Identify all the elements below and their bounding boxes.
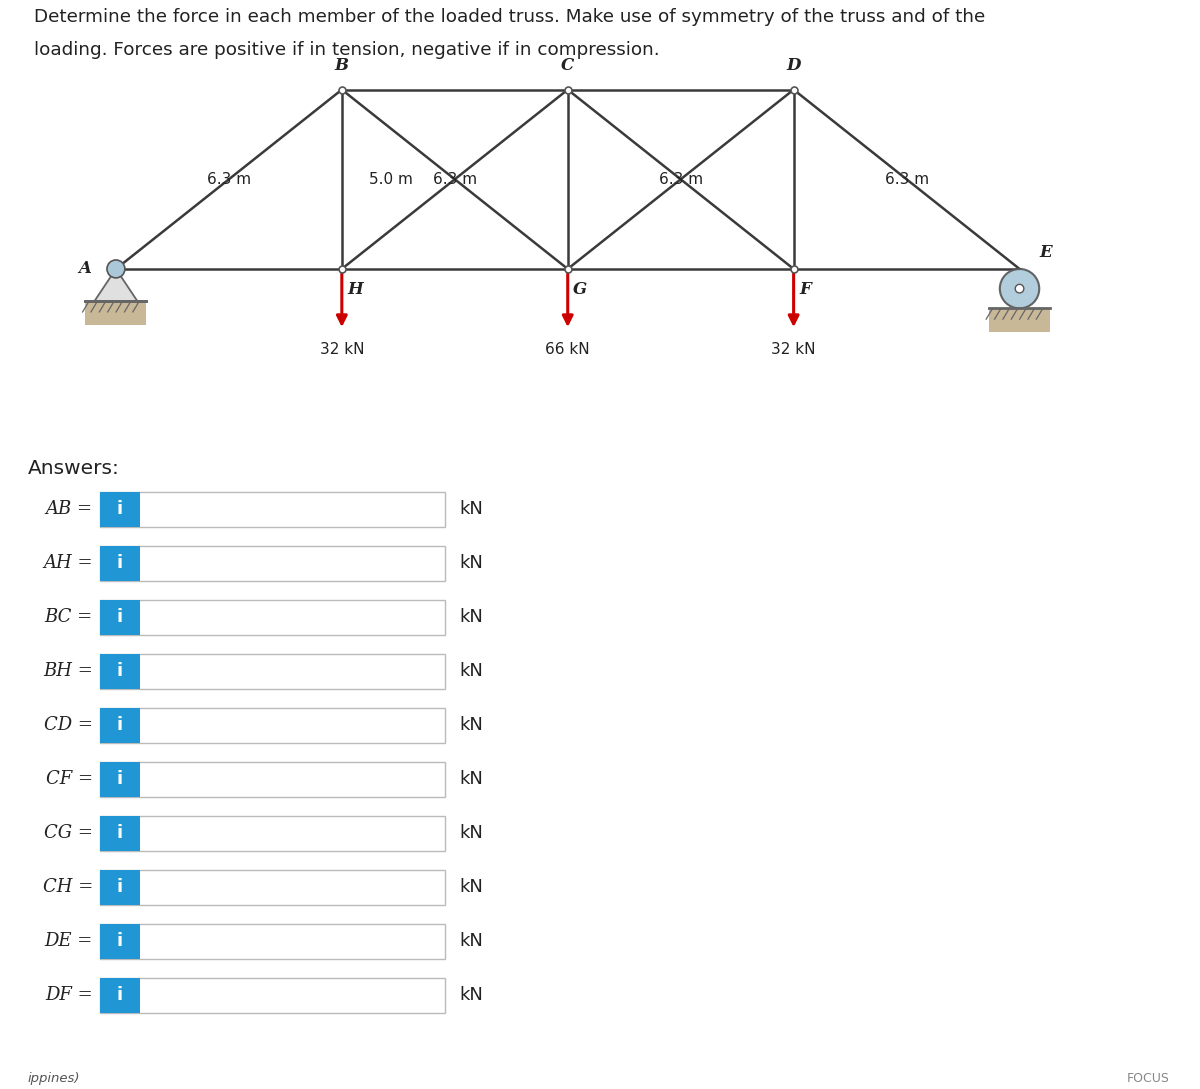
Text: 66 kN: 66 kN: [546, 342, 590, 357]
Text: CD =: CD =: [44, 717, 94, 734]
FancyBboxPatch shape: [100, 600, 140, 635]
Text: 5.0 m: 5.0 m: [368, 172, 413, 187]
Text: kN: kN: [458, 986, 482, 1004]
Text: Determine the force in each member of the loaded truss. Make use of symmetry of : Determine the force in each member of th…: [34, 8, 985, 26]
Text: i: i: [116, 824, 124, 842]
Circle shape: [1000, 269, 1039, 308]
Text: Answers:: Answers:: [28, 460, 120, 478]
Text: i: i: [116, 500, 124, 518]
FancyBboxPatch shape: [100, 923, 445, 958]
FancyBboxPatch shape: [100, 708, 445, 743]
Text: kN: kN: [458, 824, 482, 842]
FancyBboxPatch shape: [100, 708, 140, 743]
FancyBboxPatch shape: [100, 978, 445, 1013]
Text: BH =: BH =: [43, 662, 94, 680]
Text: FOCUS: FOCUS: [1127, 1072, 1170, 1085]
FancyBboxPatch shape: [100, 816, 445, 851]
Text: 6.3 m: 6.3 m: [659, 172, 703, 187]
Text: i: i: [116, 986, 124, 1004]
Circle shape: [107, 260, 125, 278]
Text: i: i: [116, 878, 124, 896]
FancyBboxPatch shape: [100, 816, 140, 851]
Text: i: i: [116, 932, 124, 950]
Text: kN: kN: [458, 878, 482, 896]
Text: DE =: DE =: [44, 932, 94, 950]
Text: DF =: DF =: [46, 986, 94, 1004]
Text: E: E: [1039, 244, 1052, 261]
Bar: [989, 308, 1050, 332]
Text: CG =: CG =: [44, 824, 94, 842]
Circle shape: [1015, 284, 1024, 293]
Text: kN: kN: [458, 770, 482, 788]
FancyBboxPatch shape: [100, 546, 140, 580]
Text: 32 kN: 32 kN: [772, 342, 816, 357]
Text: G: G: [574, 281, 587, 298]
Text: 32 kN: 32 kN: [319, 342, 364, 357]
FancyBboxPatch shape: [100, 491, 445, 527]
FancyBboxPatch shape: [100, 923, 140, 958]
FancyBboxPatch shape: [100, 978, 140, 1013]
Text: 6.3 m: 6.3 m: [206, 172, 251, 187]
Text: AB =: AB =: [46, 500, 94, 518]
Text: i: i: [116, 717, 124, 734]
Text: A: A: [78, 260, 91, 278]
Text: ippines): ippines): [28, 1072, 80, 1085]
FancyBboxPatch shape: [100, 600, 445, 635]
FancyBboxPatch shape: [100, 761, 445, 796]
FancyBboxPatch shape: [100, 869, 445, 905]
FancyBboxPatch shape: [100, 869, 140, 905]
Text: i: i: [116, 608, 124, 626]
Text: 6.3 m: 6.3 m: [433, 172, 476, 187]
Text: H: H: [347, 281, 362, 298]
Text: kN: kN: [458, 608, 482, 626]
Text: i: i: [116, 770, 124, 788]
Text: AH =: AH =: [43, 554, 94, 572]
FancyBboxPatch shape: [100, 546, 445, 580]
Text: kN: kN: [458, 554, 482, 572]
Text: BC =: BC =: [44, 608, 94, 626]
Text: C: C: [562, 57, 575, 74]
Text: CF =: CF =: [46, 770, 94, 788]
Text: F: F: [799, 281, 811, 298]
Text: kN: kN: [458, 932, 482, 950]
Text: 6.3 m: 6.3 m: [884, 172, 929, 187]
FancyBboxPatch shape: [100, 653, 445, 688]
FancyBboxPatch shape: [100, 653, 140, 688]
Text: CH =: CH =: [43, 878, 94, 896]
Bar: [85, 302, 146, 325]
Polygon shape: [95, 269, 138, 302]
Text: i: i: [116, 554, 124, 572]
Text: kN: kN: [458, 662, 482, 680]
Text: kN: kN: [458, 717, 482, 734]
Text: i: i: [116, 662, 124, 680]
Text: loading. Forces are positive if in tension, negative if in compression.: loading. Forces are positive if in tensi…: [34, 41, 659, 60]
Text: B: B: [335, 57, 349, 74]
Text: kN: kN: [458, 500, 482, 518]
FancyBboxPatch shape: [100, 491, 140, 527]
FancyBboxPatch shape: [100, 761, 140, 796]
Text: D: D: [786, 57, 800, 74]
